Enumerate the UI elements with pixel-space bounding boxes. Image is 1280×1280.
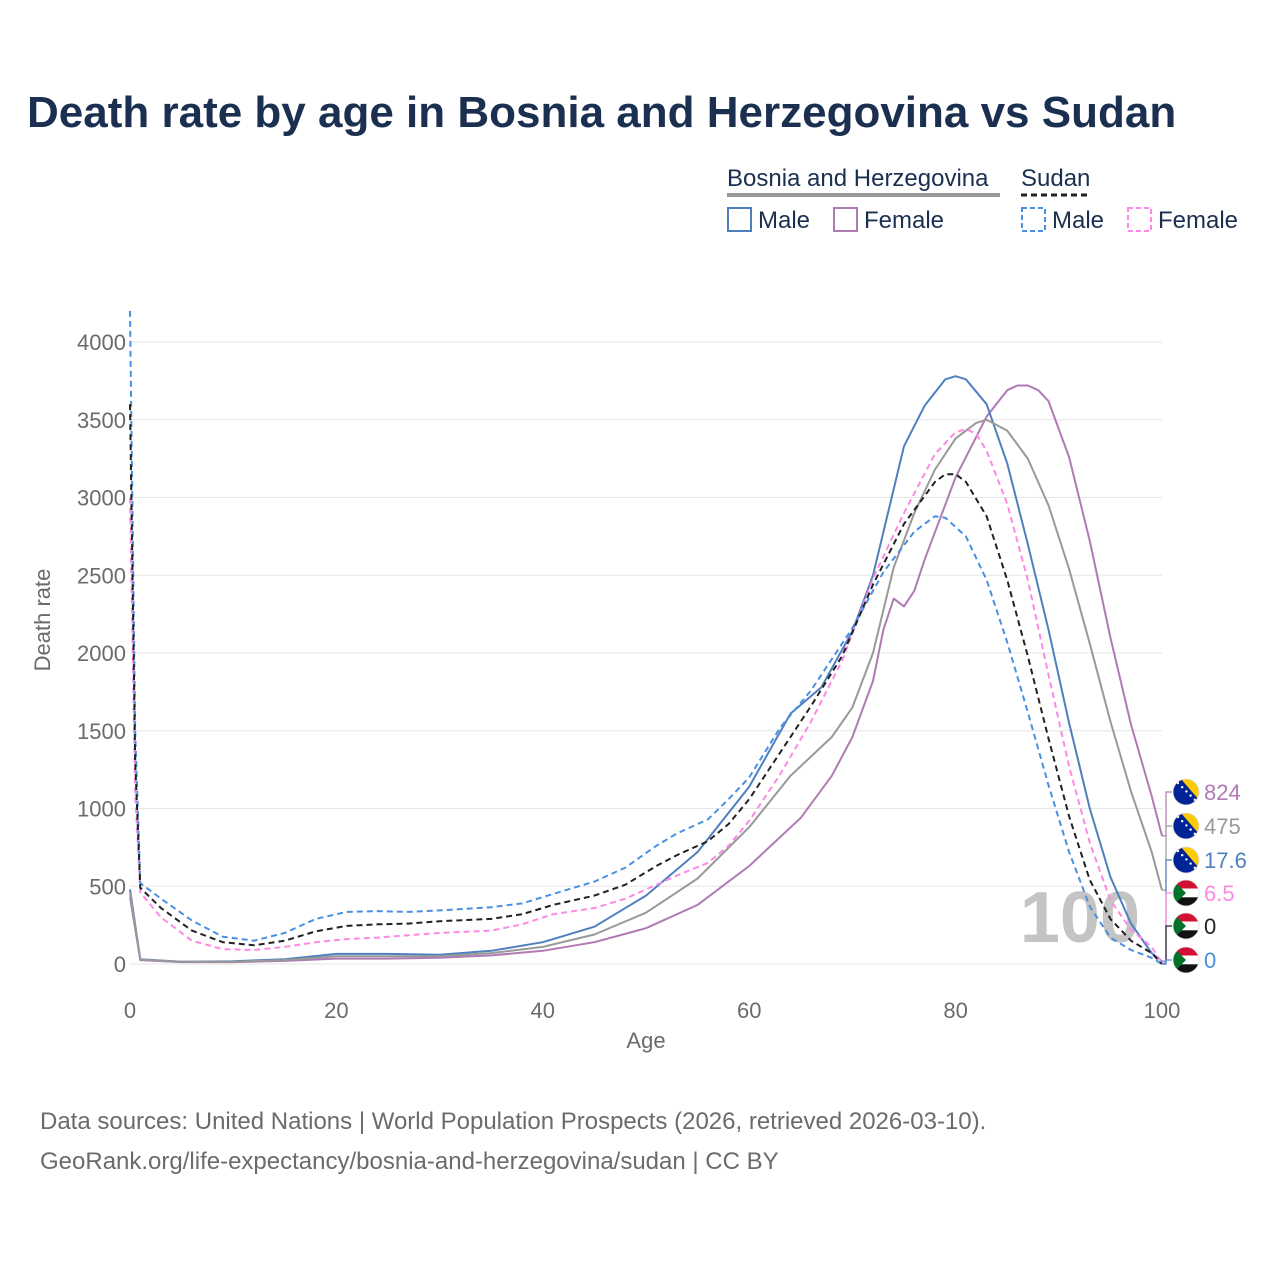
y-tick-label: 0 [114, 952, 126, 977]
x-axis-label: Age [626, 1028, 665, 1053]
legend: Bosnia and Herzegovina Sudan Male Female… [727, 165, 1238, 234]
end-label-connector [1162, 791, 1172, 837]
y-tick-label: 2500 [77, 563, 126, 588]
legend-label-sudan-male: Male [1052, 207, 1104, 234]
legend-label-sudan-female: Female [1158, 207, 1238, 234]
end-label-value: 475 [1204, 814, 1241, 839]
series-line-sudan-female [129, 428, 1163, 964]
chart-title: Death rate by age in Bosnia and Herzegov… [27, 88, 1177, 137]
x-tick-label: 20 [324, 998, 348, 1023]
legend-swatch-bosnia-male [727, 207, 752, 232]
series-lines [129, 310, 1163, 965]
series-line-sudan-total [129, 404, 1163, 965]
end-label-connector [1162, 825, 1172, 891]
legend-label-bosnia-male: Male [758, 207, 810, 234]
end-labels: 824 475 17.6 6.5 0 0 [1162, 778, 1247, 974]
x-tick-label: 100 [1144, 998, 1181, 1023]
end-label-connector [1162, 959, 1172, 965]
source-line-1: Data sources: United Nations | World Pop… [40, 1108, 987, 1135]
y-tick-label: 2000 [77, 641, 126, 666]
sudan-flag-icon [1172, 946, 1200, 974]
end-label-value: 0 [1204, 948, 1216, 973]
series-line-bosnia-and-herzegovina-male [129, 375, 1163, 963]
y-tick-label: 3500 [77, 408, 126, 433]
bosnia-flag-icon [1172, 846, 1200, 874]
series-line-bosnia-and-herzegovina-total [129, 418, 1163, 963]
legend-group-sudan: Sudan [1021, 165, 1090, 192]
end-label-value: 17.6 [1204, 848, 1247, 873]
bosnia-flag-icon [1172, 778, 1200, 806]
year-watermark: 100 [1020, 878, 1140, 958]
y-tick-label: 1000 [77, 797, 126, 822]
end-label-connector [1162, 925, 1172, 965]
end-label-connector [1162, 859, 1172, 962]
legend-group-bosnia: Bosnia and Herzegovina [727, 165, 989, 192]
axes: 0 500 1000 1500 2000 2500 3000 3500 4000 0 20 40 60 8… [30, 330, 1180, 1053]
sudan-flag-icon [1172, 879, 1200, 907]
series-line-bosnia-and-herzegovina-female [129, 384, 1163, 964]
x-tick-label: 60 [737, 998, 761, 1023]
end-label-connector [1162, 892, 1172, 964]
x-tick-label: 0 [124, 998, 136, 1023]
end-label-value: 6.5 [1204, 881, 1235, 906]
legend-swatch-bosnia-female [833, 207, 858, 232]
sudan-flag-icon [1172, 912, 1200, 940]
legend-swatch-sudan-female [1127, 207, 1152, 232]
bosnia-flag-icon [1172, 812, 1200, 840]
series-line-sudan-male [129, 310, 1163, 965]
x-tick-label: 80 [943, 998, 967, 1023]
y-axis-label: Death rate [30, 569, 55, 672]
end-label-value: 824 [1204, 780, 1241, 805]
y-tick-label: 1500 [77, 719, 126, 744]
source-line-2: GeoRank.org/life-expectancy/bosnia-and-h… [40, 1148, 779, 1175]
y-tick-label: 500 [89, 874, 126, 899]
end-label-value: 0 [1204, 914, 1216, 939]
y-tick-label: 3000 [77, 486, 126, 511]
y-tick-label: 4000 [77, 330, 126, 355]
legend-label-bosnia-female: Female [864, 207, 944, 234]
gridlines [130, 341, 1162, 965]
x-tick-label: 40 [531, 998, 555, 1023]
legend-swatch-sudan-male [1021, 207, 1046, 232]
